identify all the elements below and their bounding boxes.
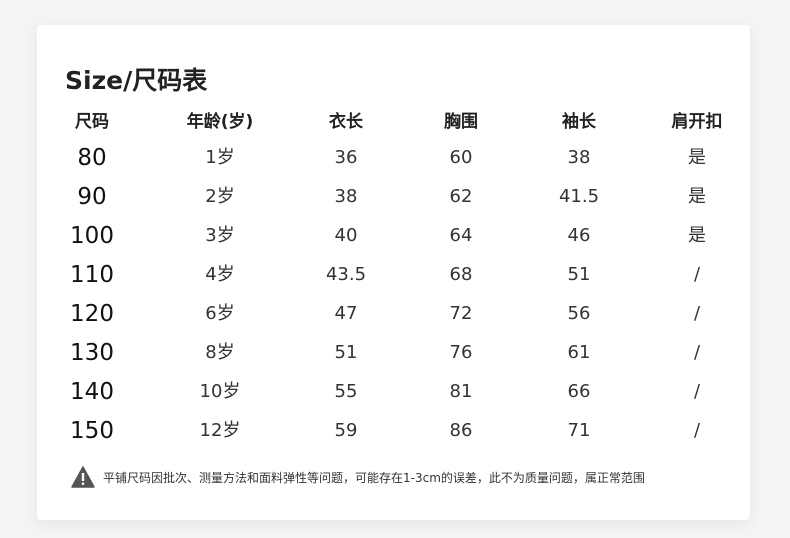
table-cell: 38 [334,186,358,207]
table-cell: 59 [334,420,358,441]
table-cell: 150 [70,418,114,444]
table-cell: 68 [449,264,473,285]
table-cell: 是 [688,186,706,207]
table-cell: 1岁 [205,147,235,168]
table-cell: 60 [449,147,473,168]
column-header: 年龄(岁) [186,112,254,132]
table-cell: 38 [567,147,591,168]
table-cell: 66 [567,381,591,402]
table-cell: 110 [70,262,114,288]
table-cell: 62 [449,186,473,207]
table-cell: 3岁 [205,225,235,246]
size-chart-card: Size/尺码表 尺码 年龄(岁) 衣长 胸围 袖长 肩开扣 80 1岁 36 60 38 是 90 2岁… [37,25,750,520]
table-cell: 86 [449,420,473,441]
table-cell: 51 [567,264,591,285]
table-cell: / [693,264,701,285]
column-header: 尺码 [75,112,109,132]
table-cell: 61 [567,342,591,363]
table-row: 120 6岁 47 72 56 / [37,299,750,329]
table-row: 150 12岁 59 86 71 / [37,416,750,446]
table-cell: 是 [688,147,706,168]
table-cell: 64 [449,225,473,246]
table-cell: 140 [70,379,114,405]
table-cell: 2岁 [205,186,235,207]
table-cell: / [693,420,701,441]
table-header: 尺码 年龄(岁) 衣长 胸围 袖长 肩开扣 [37,107,750,137]
table-cell: 81 [449,381,473,402]
column-header: 衣长 [329,112,363,132]
table-row: 130 8岁 51 76 61 / [37,338,750,368]
table-cell: 41.5 [558,186,600,207]
table-row: 90 2岁 38 62 41.5 是 [37,182,750,212]
table-cell: 56 [567,303,591,324]
table-cell: 46 [567,225,591,246]
column-header: 胸围 [444,112,478,132]
table-cell: 40 [334,225,358,246]
table-row: 80 1岁 36 60 38 是 [37,143,750,173]
table-cell: 8岁 [205,342,235,363]
column-header: 袖长 [562,112,596,132]
table-cell: 47 [334,303,358,324]
table-cell: 120 [70,301,114,327]
table-cell: / [693,342,701,363]
table-cell: 6岁 [205,303,235,324]
table-cell: 10岁 [199,381,241,402]
table-cell: 4岁 [205,264,235,285]
column-header: 肩开扣 [671,112,723,132]
table-cell: 100 [70,223,114,249]
table-row: 110 4岁 43.5 68 51 / [37,260,750,290]
table-cell: 43.5 [325,264,367,285]
table-cell: 90 [77,184,107,210]
table-cell: 36 [334,147,358,168]
table-cell: 72 [449,303,473,324]
table-cell: 71 [567,420,591,441]
disclaimer-note: 平铺尺码因批次、测量方法和面料弹性等问题，可能存在1-3cm的误差，此不为质量问… [71,466,645,488]
table-row: 140 10岁 55 81 66 / [37,377,750,407]
table-cell: 80 [77,145,107,171]
table-cell: 是 [688,225,706,246]
table-cell: 130 [70,340,114,366]
page-title: Size/尺码表 [65,66,208,95]
table-cell: / [693,303,701,324]
table-cell: 12岁 [199,420,241,441]
table-cell: 76 [449,342,473,363]
table-cell: 55 [334,381,358,402]
table-cell: / [693,381,701,402]
warning-icon [71,466,95,488]
disclaimer-text: 平铺尺码因批次、测量方法和面料弹性等问题，可能存在1-3cm的误差，此不为质量问… [103,470,645,485]
table-row: 100 3岁 40 64 46 是 [37,221,750,251]
table-cell: 51 [334,342,358,363]
